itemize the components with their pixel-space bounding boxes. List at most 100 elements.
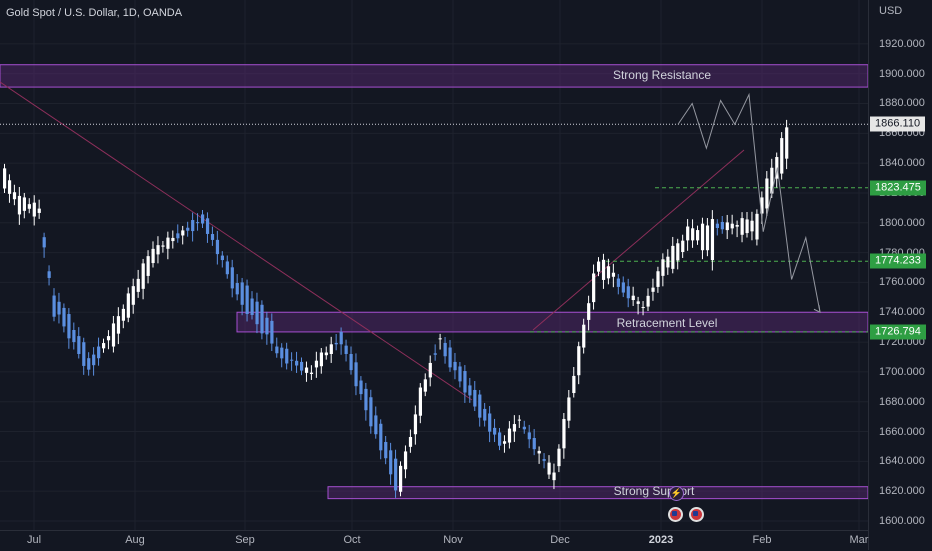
candle-body [666,256,670,268]
candle-body [453,361,457,371]
candle-body [592,273,596,303]
price-tick-label: 1740.000 [879,306,925,319]
candle-body [730,223,734,229]
projection-line [677,92,821,313]
candle-body [7,180,12,194]
candle-body [22,197,26,211]
candle-body [270,320,274,344]
candle-body [700,223,705,251]
candle-body [458,366,462,382]
candle-body [527,432,531,440]
candle-body [720,221,724,230]
candle-body [374,415,378,435]
candle-body [755,213,759,240]
candle-body [220,255,224,261]
time-tick-label: Feb [752,534,772,546]
candle-body [656,271,660,287]
candle-body [468,385,472,396]
chart-area[interactable]: Gold Spot / U.S. Dollar, 1D, OANDA Stron… [0,0,869,530]
price-chart[interactable] [0,0,869,530]
candle-body [27,204,31,209]
candle-body [255,301,259,325]
candle-body [552,472,556,481]
candle-body [240,282,244,305]
drawing-lines [0,81,868,401]
candle-body [106,336,111,341]
candle-body [191,220,195,232]
candle-body [463,371,467,393]
candle-body [285,348,289,364]
currency-label[interactable]: USD [879,5,903,17]
candle-body [250,298,254,315]
time-axis[interactable]: Jul Aug Sep Oct Nov Dec 2023 Feb Mar [0,530,868,551]
candle-body [111,323,116,347]
candle-body [141,263,145,289]
candle-body [567,397,571,421]
candle-body [621,282,625,293]
price-axis[interactable]: USD 1920.000 1900.000 1880.000 1860.000 1840… [868,0,932,550]
candle-body [671,245,675,269]
candle-body [681,240,685,253]
candle-body [587,303,591,320]
candle-body [557,448,561,467]
candle-body [542,459,546,461]
candle-body [171,237,175,242]
candle-body [626,286,630,299]
price-tick-label: 1640.000 [879,455,925,468]
price-tick-label: 1680.000 [879,395,925,408]
candle-body [597,261,601,272]
candle-body [300,361,304,371]
candle-body [473,389,477,407]
price-tag: 1823.475 [870,180,926,196]
candle-body [641,307,645,309]
candle-body [245,285,249,314]
candle-body [696,230,700,241]
zone-rect [0,64,869,88]
time-tick-label: Mar [849,534,869,546]
candle-body [413,414,418,435]
us-flag-icon[interactable] [689,507,704,522]
candle-body [646,295,650,307]
candle-body [785,127,789,159]
candle-body [339,331,343,345]
candle-body [572,375,576,394]
candle-body [92,354,96,366]
candle-body [775,157,779,179]
lightning-icon[interactable]: ⚡ [669,486,684,501]
candle-body [517,419,521,421]
candle-body [448,347,452,368]
candle-body [215,239,220,255]
candle-body [512,424,517,432]
candle-body [478,394,482,418]
candle-body [493,427,497,435]
candle-body [151,248,155,264]
zone-label-retracement: Retracement Level [616,316,718,330]
candle-body [705,225,710,251]
candle-body [205,218,210,234]
candle-body [201,214,205,224]
candle-body [745,219,749,234]
time-tick-label: Aug [125,534,145,546]
candle-body [691,228,695,241]
zone-rect [327,486,869,500]
candle-body [82,342,86,366]
symbol-title: Gold Spot / U.S. Dollar, 1D, OANDA [6,7,183,19]
candle-body [116,316,121,334]
us-flag-icon[interactable] [668,507,683,522]
candle-body [275,346,279,354]
candle-body [196,222,200,224]
candle-body [146,256,150,276]
price-tick-label: 1760.000 [879,276,925,289]
downtrend-line [0,81,473,401]
candle-body [176,233,180,239]
chart-grid [0,0,868,530]
candle-body [408,437,413,447]
candle-body [770,167,774,194]
candle-body [32,202,36,217]
candle-body [126,293,130,318]
projection-path [677,92,821,314]
price-tick-label: 1620.000 [879,485,925,498]
candle-body [502,441,507,444]
candle-body [750,220,754,232]
candle-body [364,388,368,411]
